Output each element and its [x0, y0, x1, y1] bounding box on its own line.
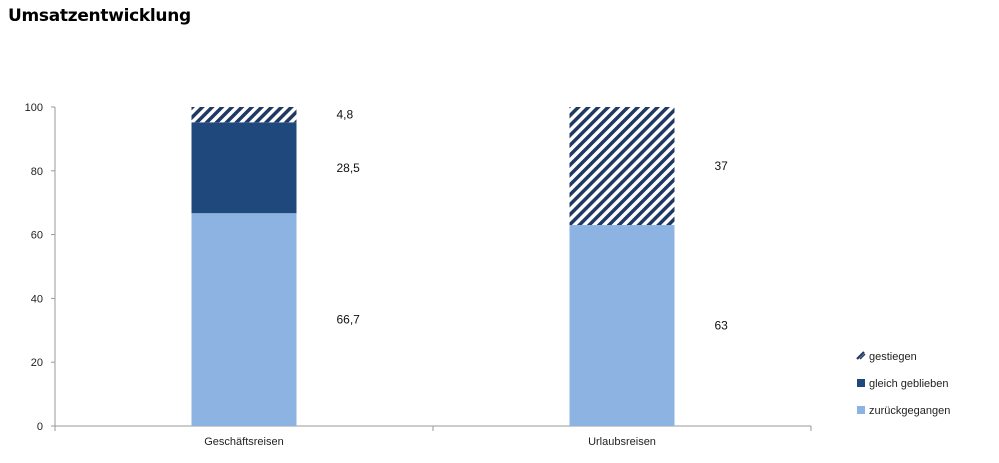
bar-segment	[191, 122, 297, 214]
y-tick-label: 60	[31, 230, 43, 242]
legend-swatch	[857, 379, 865, 387]
bars	[191, 107, 675, 426]
y-tick-label: 80	[31, 166, 43, 178]
y-tick-label: 40	[31, 293, 43, 305]
y-tick-label: 20	[31, 357, 43, 369]
legend-swatch	[856, 351, 865, 360]
legend-swatch	[857, 406, 865, 414]
data-label: 66,7	[337, 313, 361, 327]
bar-segment	[569, 225, 675, 426]
legend-label: gestiegen	[869, 351, 917, 363]
data-label: 63	[715, 319, 729, 333]
x-tick-label: Geschäftsreisen	[204, 436, 283, 448]
y-tick-label: 100	[25, 102, 43, 114]
legend-swatch	[859, 353, 866, 360]
legend-label: zurückgegangen	[869, 405, 950, 417]
legend: gestiegen gleich geblieben zurückgegangen	[856, 351, 950, 417]
data-label: 37	[715, 159, 729, 173]
x-tick-label: Urlaubsreisen	[588, 436, 656, 448]
data-label: 4,8	[337, 108, 354, 122]
bar-segment	[191, 107, 297, 123]
axes: 0 20 40 60 80 100 Geschäftsreisen Urlaubsreisen	[25, 102, 812, 448]
data-label: 28,5	[337, 161, 361, 175]
legend-label: gleich geblieben	[869, 378, 949, 390]
chart-title: Umsatzentwicklung	[8, 6, 191, 26]
data-labels: 66,7 28,5 4,8 63 37	[337, 108, 729, 333]
bar-segment	[191, 213, 297, 426]
y-tick-label: 0	[37, 421, 43, 433]
bar-segment	[569, 107, 675, 226]
